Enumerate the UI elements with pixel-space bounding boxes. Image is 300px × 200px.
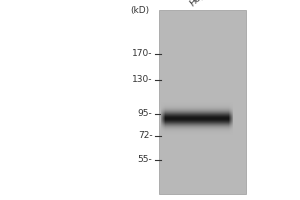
Text: 72-: 72- [138, 132, 152, 140]
Text: 55-: 55- [138, 156, 152, 164]
Text: HepG2: HepG2 [189, 0, 217, 8]
Text: 170-: 170- [132, 49, 152, 58]
Text: 130-: 130- [132, 75, 152, 84]
Text: 95-: 95- [138, 110, 152, 118]
Text: (kD): (kD) [130, 6, 149, 15]
Bar [159, 10, 246, 194]
